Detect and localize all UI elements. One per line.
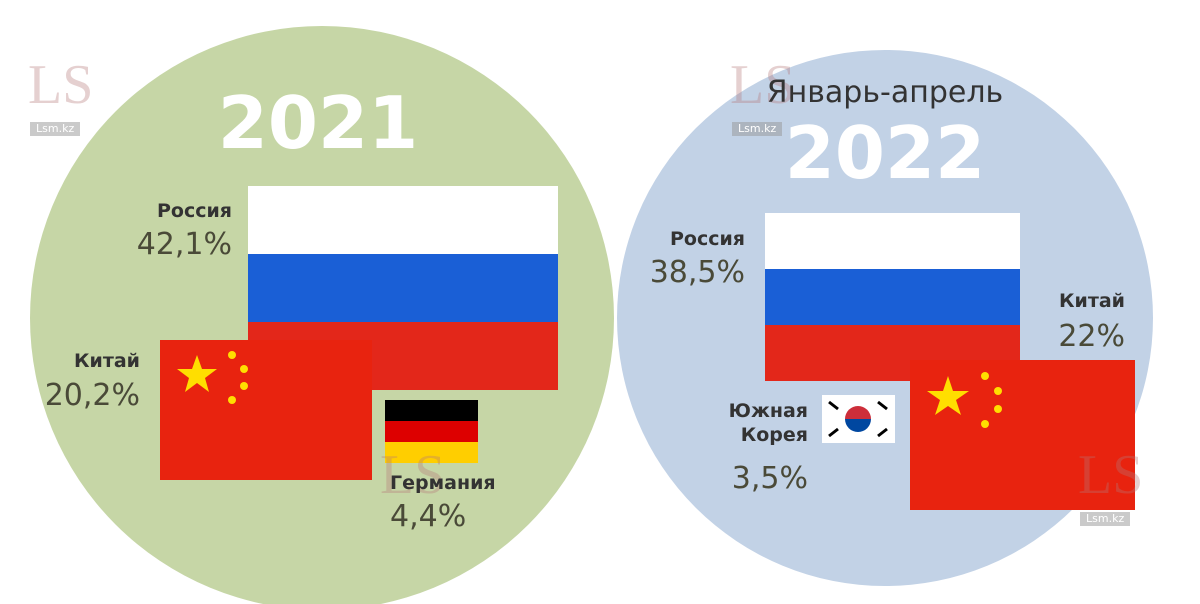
share: 38,5%	[649, 255, 745, 290]
year: 2022	[784, 111, 986, 195]
share: 3,5%	[731, 461, 808, 496]
share: 42,1%	[136, 227, 232, 262]
share: 22%	[1058, 319, 1125, 354]
country: Китай	[1059, 290, 1125, 312]
watermark-site: Lsm.kz	[30, 122, 81, 136]
flag-germany	[385, 400, 478, 463]
flag-russia	[765, 213, 1020, 381]
flag-korea	[822, 395, 895, 443]
country: Южная Корея	[728, 400, 808, 446]
year: 2021	[217, 81, 419, 165]
watermark-logo: LS	[28, 54, 94, 116]
flag-china	[160, 340, 372, 480]
country: Россия	[156, 200, 232, 222]
flag-china	[910, 360, 1135, 510]
watermark-site: Lsm.kz	[1080, 512, 1131, 526]
share: 20,2%	[44, 378, 140, 413]
watermark-logo: LS	[380, 444, 446, 506]
period: Январь-апрель	[766, 75, 1004, 110]
country: Россия	[669, 228, 745, 250]
share: 4,4%	[390, 499, 467, 534]
watermark-site: Lsm.kz	[732, 122, 783, 136]
watermark-logo: LS	[1078, 444, 1144, 506]
watermark-logo: LS	[730, 54, 796, 116]
country: Китай	[74, 350, 140, 372]
country: Германия	[390, 472, 496, 494]
